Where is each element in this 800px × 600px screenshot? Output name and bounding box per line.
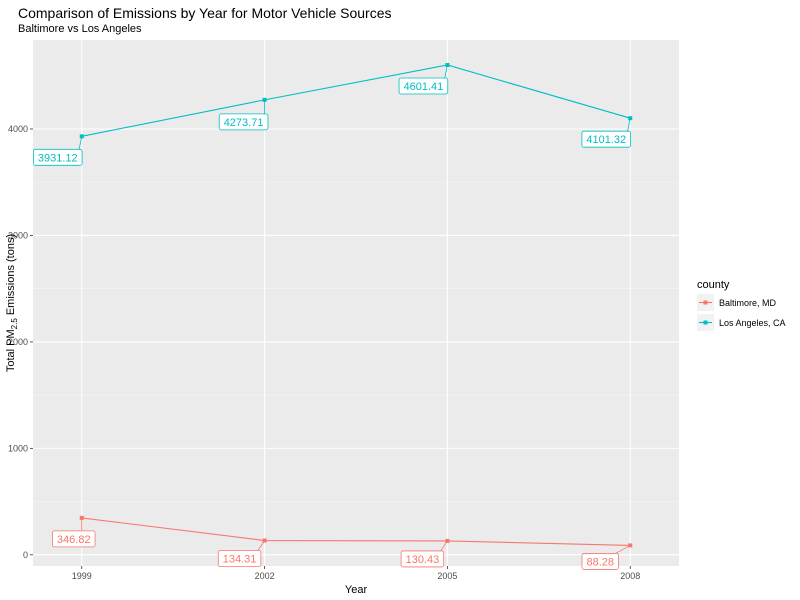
chart-subtitle: Baltimore vs Los Angeles [18, 23, 142, 35]
data-label-box [217, 550, 262, 567]
data-label: 130.43 [406, 554, 440, 566]
data-label: 4601.41 [404, 81, 444, 93]
chart-title: Comparison of Emissions by Year for Moto… [18, 5, 392, 21]
series-0: 346.82 134.31 130.43 88.28 [52, 515, 633, 570]
x-axis-title: Year [345, 584, 368, 596]
data-label-box [581, 553, 619, 570]
legend: Baltimore, MD Los Angeles, CA [697, 294, 786, 331]
legend-label: Baltimore, MD [719, 298, 777, 308]
x-tick-label: 1999 [72, 571, 92, 581]
x-tick-label: 2008 [620, 571, 640, 581]
x-tick-label: 2002 [255, 571, 275, 581]
label-connector [615, 545, 631, 554]
legend-key-point [703, 300, 708, 305]
data-label-box [400, 550, 445, 568]
series-1: 3931.12 4273.71 4601.41 4101.32 [33, 62, 633, 166]
label-connector [444, 64, 448, 79]
data-label: 88.28 [586, 556, 614, 568]
label-connector [257, 540, 265, 551]
label-connector [78, 136, 83, 150]
series-group: 346.82 134.31 130.43 88.28 3931.12 4273.71 460… [33, 62, 633, 570]
data-label: 4273.71 [224, 117, 264, 129]
plot-background [33, 40, 679, 566]
data-label-box [218, 113, 269, 131]
legend-label: Los Angeles, CA [719, 318, 786, 328]
plot-panel [33, 40, 679, 566]
data-label: 346.82 [57, 534, 91, 546]
legend-title: county [697, 279, 730, 291]
data-label-box [52, 530, 96, 548]
data-label-box [581, 130, 631, 148]
x-tick-label: 2005 [437, 571, 457, 581]
data-label: 4101.32 [586, 134, 626, 146]
series-line [81, 64, 631, 137]
data-label-box [33, 148, 83, 166]
series-line [81, 517, 631, 546]
gridlines [33, 40, 679, 566]
data-label: 134.31 [223, 554, 257, 566]
y-tick-label: 1000 [8, 443, 28, 453]
label-connector [627, 118, 631, 132]
label-connector [440, 540, 448, 552]
legend-key-point [703, 320, 708, 325]
y-axis-title: Total PM2.5 Emissions (tons) [5, 234, 19, 372]
y-tick-label: 0 [23, 550, 28, 560]
data-label-box [398, 77, 449, 95]
y-tick-label: 3000 [8, 230, 28, 240]
axes: 0 1000 2000 3000 4000 1999 2002 2005 2008 Year Tot… [5, 124, 640, 596]
data-label: 3931.12 [38, 152, 78, 164]
y-tick-label: 4000 [8, 124, 28, 134]
y-tick-label: 2000 [8, 337, 28, 347]
